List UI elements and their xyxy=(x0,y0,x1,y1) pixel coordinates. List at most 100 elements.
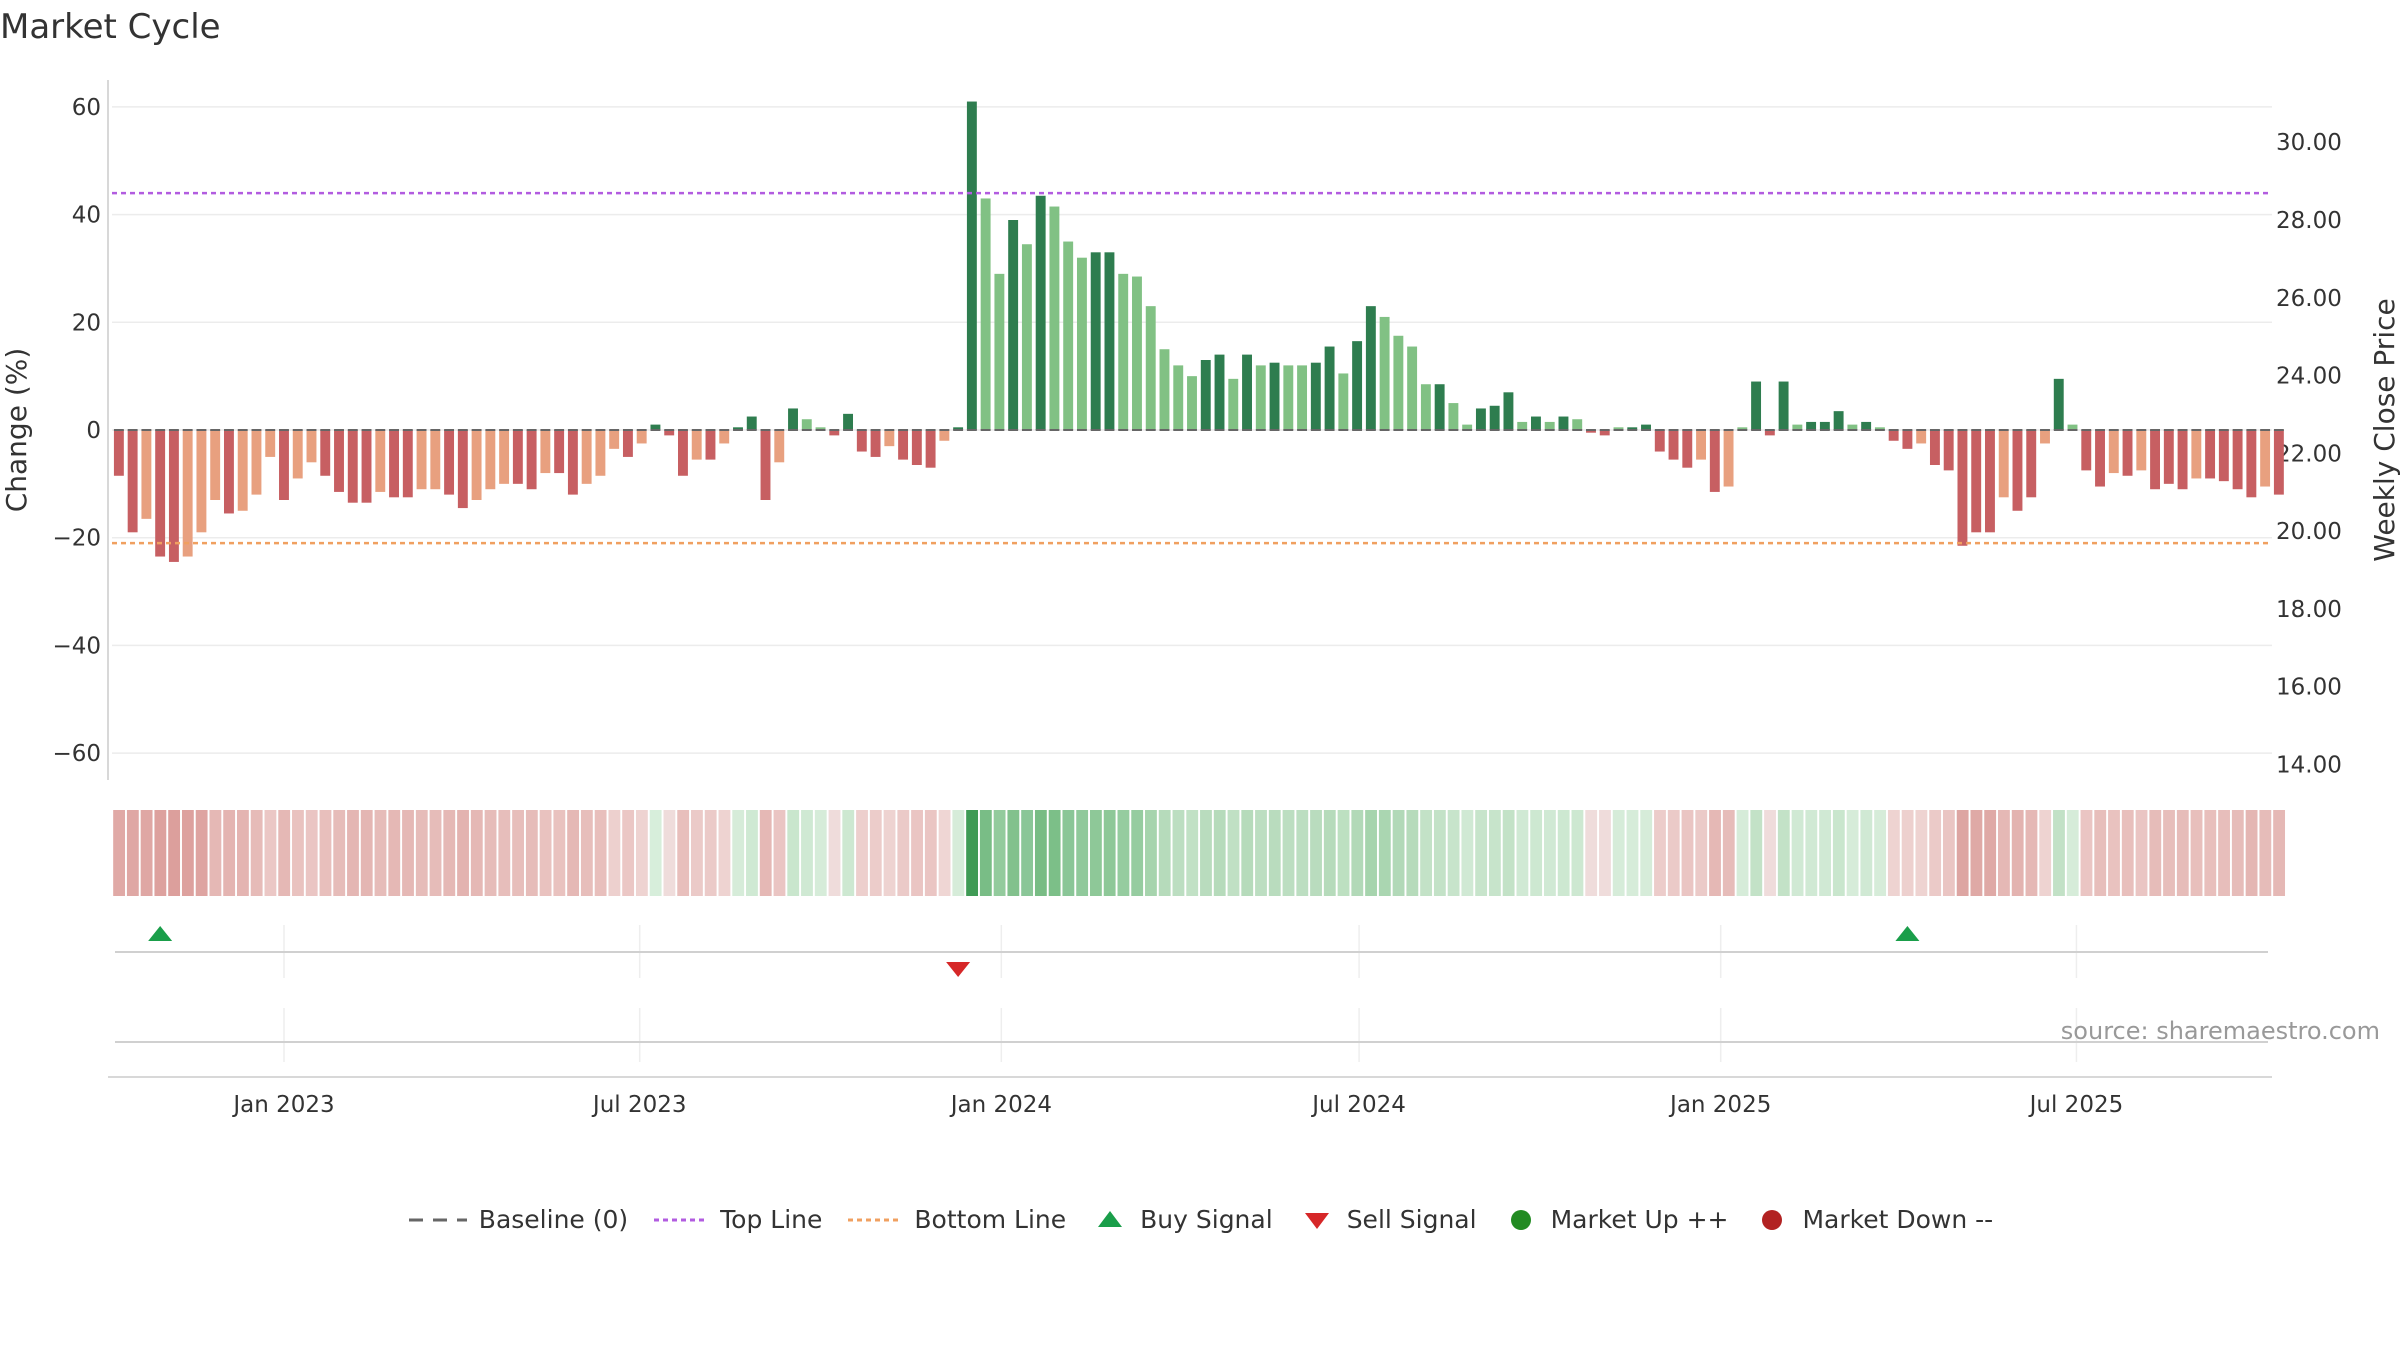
bar xyxy=(334,430,344,492)
bar xyxy=(801,419,812,430)
heatmap-cell xyxy=(2108,810,2120,896)
bar xyxy=(485,430,496,490)
right-tick-label: 22.00 xyxy=(2276,441,2342,467)
bar xyxy=(1310,362,1321,430)
bar xyxy=(1819,421,1830,430)
triangle-down-icon xyxy=(1304,1212,1329,1229)
bar xyxy=(1297,365,1308,430)
bar xyxy=(1902,430,1913,449)
heatmap-cell xyxy=(113,810,126,896)
heatmap-cell xyxy=(2204,810,2217,896)
heatmap-cell xyxy=(608,810,621,896)
bar xyxy=(1324,346,1335,430)
heatmap-cell xyxy=(1131,810,1144,896)
dotted-line-icon xyxy=(654,1218,709,1221)
bar xyxy=(1985,430,1995,533)
heatmap-cell xyxy=(1915,810,1928,896)
legend-sell-label: Sell Signal xyxy=(1346,1205,1477,1234)
bar xyxy=(1599,430,1610,436)
x-axis-ticks: Jan 2023 Jul 2023 Jan 2024 Jul 2024 Jan 2025… xyxy=(231,1092,2123,1118)
bar xyxy=(526,430,537,490)
bar xyxy=(911,430,922,465)
heatmap-cell xyxy=(1213,810,1226,896)
heatmap-cell xyxy=(333,810,346,896)
bar xyxy=(2205,430,2216,479)
bar xyxy=(650,424,661,430)
bar xyxy=(1517,421,1528,430)
x-tick-label: Jul 2024 xyxy=(1310,1092,1406,1118)
right-tick-label: 20.00 xyxy=(2276,519,2342,545)
heatmap-cell xyxy=(1791,810,1804,896)
heatmap-cell xyxy=(663,810,676,896)
heatmap-cell xyxy=(1750,810,1763,896)
heatmap-cell xyxy=(2066,810,2079,896)
heatmap-cell xyxy=(1062,810,1075,896)
heatmap-cell xyxy=(2080,810,2093,896)
bar xyxy=(1269,362,1280,430)
heatmap-cell xyxy=(1764,810,1776,896)
bar xyxy=(1943,430,1954,471)
right-tick-label: 26.00 xyxy=(2276,286,2342,312)
heatmap-cell xyxy=(1117,810,1130,896)
heatmap-cell xyxy=(1021,810,1034,896)
x-tick-label: Jul 2023 xyxy=(591,1092,687,1118)
bar xyxy=(389,430,399,498)
bar xyxy=(2136,430,2147,471)
bar xyxy=(1709,430,1720,492)
right-tick-label: 14.00 xyxy=(2276,752,2342,778)
bar xyxy=(2177,430,2188,490)
bar xyxy=(1365,306,1376,430)
heatmap-cell xyxy=(1200,810,1212,896)
bar xyxy=(609,430,620,449)
bar xyxy=(1627,427,1638,430)
heatmap-cell xyxy=(525,810,538,896)
heatmap-cell xyxy=(195,810,208,896)
heatmap-cell xyxy=(649,810,662,896)
bar xyxy=(1998,430,2009,498)
bar xyxy=(2218,430,2229,482)
bar xyxy=(402,430,413,498)
bar xyxy=(1847,424,1858,430)
bar xyxy=(1751,381,1762,430)
bar xyxy=(898,430,909,460)
bar xyxy=(939,430,950,441)
heatmap-cell xyxy=(1681,810,1694,896)
heatmap-cell xyxy=(1268,810,1281,896)
legend-buy: Buy Signal xyxy=(1090,1205,1273,1234)
bar xyxy=(499,430,510,484)
heatmap-cell xyxy=(594,810,607,896)
heatmap-cell xyxy=(1654,810,1666,896)
heatmap-cell xyxy=(1186,810,1199,896)
bar xyxy=(1503,392,1514,430)
bar xyxy=(1200,360,1211,430)
buy-signal-marker xyxy=(148,926,173,941)
heatmap-cell xyxy=(1310,810,1322,896)
heatmap-cell xyxy=(773,810,786,896)
heatmap-cell xyxy=(1956,810,1969,896)
bar xyxy=(512,430,523,484)
heatmap-cell xyxy=(470,810,483,896)
heatmap-cell xyxy=(567,810,580,896)
bar xyxy=(292,430,303,479)
heatmap-cell xyxy=(443,810,456,896)
bar xyxy=(265,430,276,457)
bar xyxy=(2053,378,2064,430)
bar xyxy=(1792,424,1803,430)
bar xyxy=(829,430,840,436)
heatmap-cell xyxy=(718,810,731,896)
heatmap-cell xyxy=(2121,810,2134,896)
bar xyxy=(774,430,785,463)
bar xyxy=(2163,430,2174,484)
heatmap-cell xyxy=(1255,810,1267,896)
bar xyxy=(1764,430,1775,436)
right-tick-label: 30.00 xyxy=(2276,130,2342,156)
left-tick-label: 40 xyxy=(72,203,101,229)
bar xyxy=(1159,349,1170,430)
bar xyxy=(251,430,262,495)
bar xyxy=(1228,378,1239,430)
heatmap-cell xyxy=(1420,810,1433,896)
heatmap-cell xyxy=(1709,810,1721,896)
heatmap-cell xyxy=(759,810,772,896)
heatmap-cell xyxy=(1736,810,1749,896)
